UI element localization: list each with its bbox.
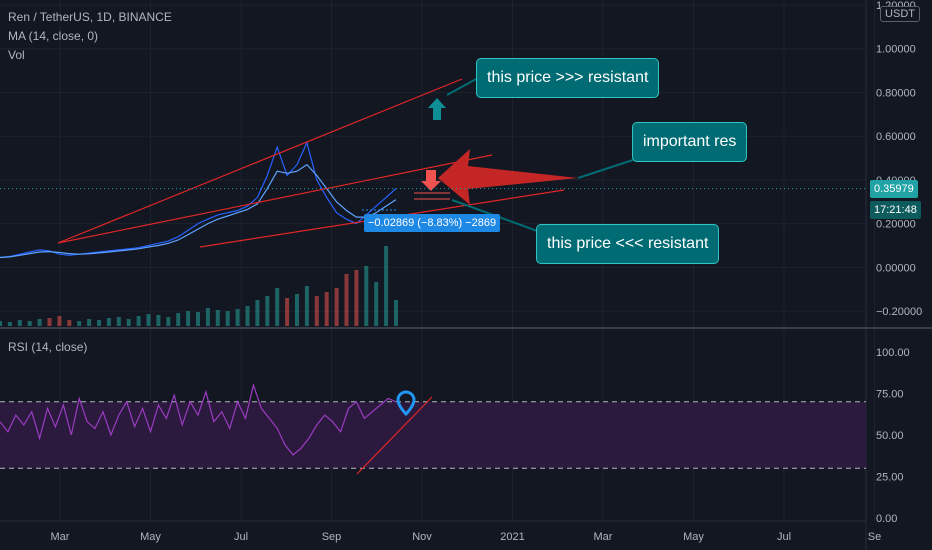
up-arrow	[428, 98, 446, 120]
volume-bar	[87, 319, 92, 326]
volume-bars	[0, 246, 398, 326]
rsi-series	[0, 383, 397, 456]
volume-bar	[77, 321, 82, 326]
volume-bar	[146, 314, 151, 326]
volume-bar	[295, 294, 299, 326]
volume-bar	[334, 288, 339, 326]
time-axis[interactable]: Mar May Jul Sep Nov 2021 Mar May Jul Se	[51, 531, 882, 543]
callout-resistant-below[interactable]: this price <<< resistant	[536, 224, 720, 264]
measure-label: −0.02869 (−8.83%) −2869	[364, 214, 501, 232]
volume-bar	[106, 318, 111, 326]
volume-bar	[47, 318, 52, 326]
volume-bar	[324, 292, 329, 326]
callout-important-res[interactable]: important res	[632, 122, 748, 162]
countdown-tag: 17:21:48	[870, 200, 921, 219]
callout-pointer-1	[446, 77, 479, 96]
volume-bar	[17, 320, 22, 326]
price-series	[0, 140, 397, 259]
price-tick-label: 1.00000	[876, 44, 916, 56]
rsi-axis[interactable]: 100.00 75.00 50.00 25.00 0.00	[876, 347, 910, 525]
volume-bar	[97, 320, 101, 326]
volume-bar	[344, 274, 349, 326]
rsi-tick-label: 75.00	[876, 389, 904, 401]
currency-unit-button[interactable]: USDT	[880, 6, 920, 22]
upper-channel-line	[57, 78, 463, 244]
ma-legend[interactable]: MA (14, close, 0)	[8, 29, 99, 43]
volume-bar	[156, 315, 161, 326]
volume-bar	[374, 282, 379, 326]
time-tick-label: Sep	[322, 531, 342, 543]
rsi-tick-label: 25.00	[876, 472, 904, 484]
volume-bar	[37, 319, 42, 326]
volume-bar	[186, 311, 191, 326]
price-tick-label: 0.80000	[876, 87, 916, 99]
volume-bar	[235, 309, 240, 326]
volume-bar	[275, 288, 280, 326]
volume-bar	[166, 317, 171, 326]
price-tick-label: 0.60000	[876, 131, 916, 143]
current-price-tag: 0.35979	[870, 179, 918, 198]
time-tick-label: Se	[868, 531, 881, 543]
volume-bar	[285, 298, 290, 326]
volume-bar	[126, 319, 131, 326]
price-tick-label: 0.20000	[876, 219, 916, 231]
down-arrow	[421, 170, 441, 191]
time-tick-label: Jul	[777, 531, 791, 543]
volume-bar	[205, 308, 210, 326]
volume-legend[interactable]: Vol	[8, 48, 25, 62]
volume-bar	[176, 313, 181, 326]
time-tick-label: 2021	[500, 531, 524, 543]
big-arrow-left	[438, 149, 578, 205]
price-tick-label: −0.20000	[876, 306, 922, 318]
volume-bar	[136, 316, 141, 326]
volume-bar	[354, 270, 359, 326]
volume-bar	[196, 312, 200, 326]
middle-channel-line	[57, 154, 493, 244]
volume-bar	[116, 317, 121, 326]
callout-resistant-above[interactable]: this price >>> resistant	[476, 58, 660, 98]
time-tick-label: Mar	[594, 531, 613, 543]
volume-bar	[245, 306, 250, 326]
ma-line	[0, 163, 397, 259]
location-marker-icon	[396, 390, 416, 417]
symbol-legend[interactable]: Ren / TetherUS, 1D, BINANCE	[8, 10, 172, 24]
volume-bar	[67, 320, 72, 326]
volume-bar	[265, 296, 270, 326]
volume-bar	[225, 311, 230, 326]
rsi-tick-label: 100.00	[876, 347, 910, 359]
time-tick-label: May	[683, 531, 704, 543]
volume-bar	[304, 286, 309, 326]
volume-bar	[7, 322, 12, 326]
volume-bar	[255, 300, 260, 326]
volume-bar	[0, 321, 2, 326]
callout-pointer-2	[577, 159, 634, 179]
volume-bar	[364, 266, 369, 326]
price-tick-label: 0.00000	[876, 262, 916, 274]
volume-bar	[57, 316, 62, 326]
rsi-tick-label: 50.00	[876, 430, 904, 442]
volume-bar	[384, 246, 389, 326]
rsi-trendline	[356, 396, 433, 475]
time-tick-label: May	[140, 531, 161, 543]
time-tick-label: Mar	[51, 531, 70, 543]
volume-bar	[394, 300, 398, 326]
time-tick-label: Nov	[412, 531, 432, 543]
rsi-tick-label: 0.00	[876, 513, 897, 525]
price-line	[0, 140, 397, 259]
volume-bar	[314, 296, 319, 326]
time-tick-label: Jul	[234, 531, 248, 543]
volume-bar	[27, 321, 32, 326]
rsi-line	[0, 383, 397, 456]
rsi-legend[interactable]: RSI (14, close)	[8, 340, 88, 354]
volume-bar	[215, 310, 220, 326]
